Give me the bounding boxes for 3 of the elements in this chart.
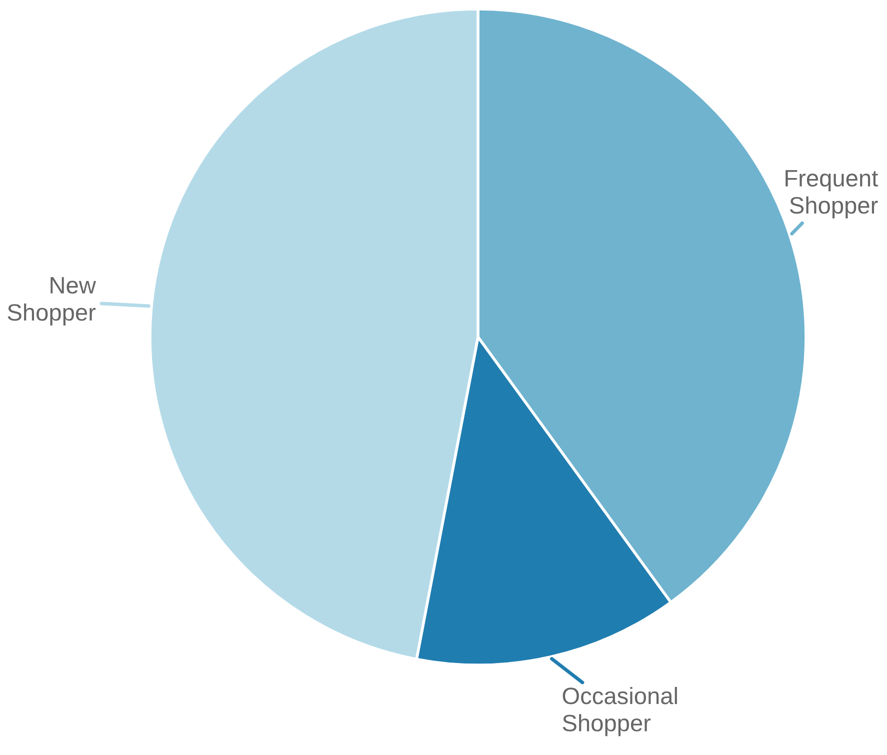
slice-label: New Shopper	[8, 277, 96, 326]
slice-label: Frequent Shopper	[786, 170, 878, 218]
slice-label: Occasional Shopper	[562, 686, 677, 736]
